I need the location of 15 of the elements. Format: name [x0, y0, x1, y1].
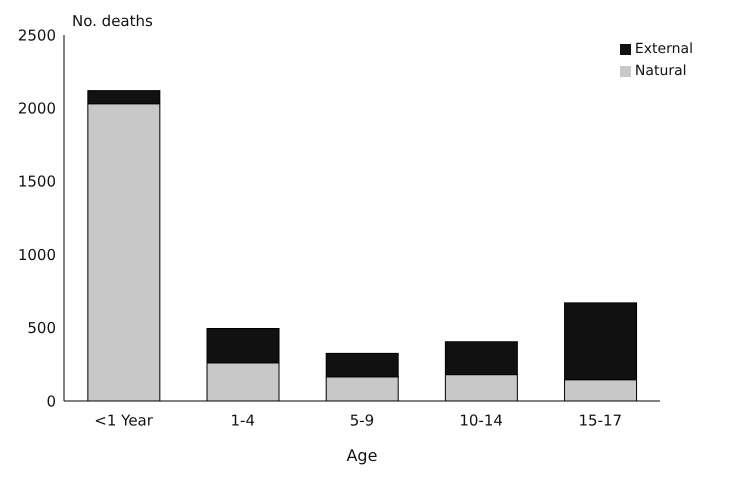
x-axis-title: Age [346, 446, 378, 465]
legend-label: External [634, 41, 693, 57]
y-tick-label: 500 [27, 319, 56, 338]
y-tick-label: 0 [46, 392, 56, 410]
y-tick-label: 2500 [18, 26, 56, 44]
legend-label: Natural [634, 63, 687, 79]
x-tick-label: 15-17 [578, 412, 622, 430]
y-tick-label: 1000 [18, 246, 56, 264]
x-tick-label: 1-4 [230, 412, 256, 430]
y-tick-label: 2000 [18, 100, 56, 118]
y-axis-title: No. deaths [72, 12, 153, 30]
x-tick-label: <1 Year [94, 412, 154, 430]
y-tick-label: 1500 [18, 172, 56, 191]
x-tick-label: 5-9 [350, 412, 374, 430]
x-tick-label: 10-14 [459, 412, 503, 430]
